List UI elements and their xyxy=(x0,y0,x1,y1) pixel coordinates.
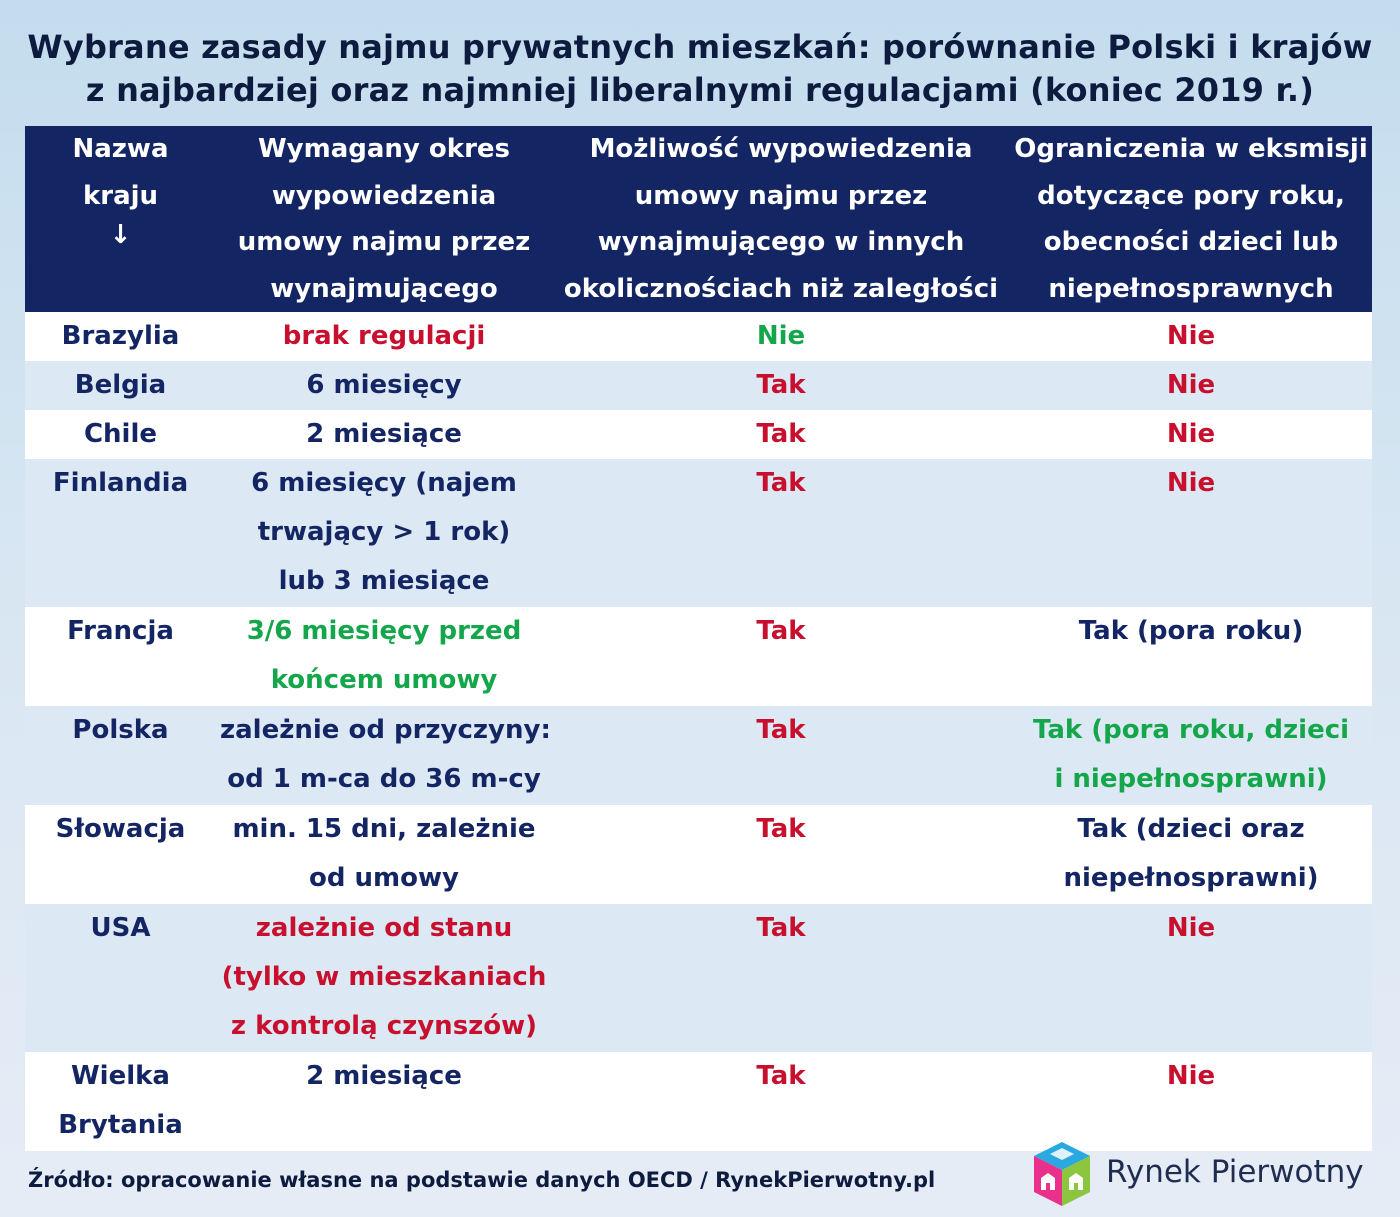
cell-country: Belgia xyxy=(25,361,216,410)
cell-other-termination: Tak xyxy=(552,805,1010,904)
source-note: Źródło: opracowanie własne na podstawie … xyxy=(28,1168,936,1192)
arrow-down-icon: ↓ xyxy=(109,220,132,250)
logo: Rynek Pierwotny xyxy=(1030,1140,1364,1210)
cell-notice-period: 6 miesięcy xyxy=(216,361,552,410)
header-country: Nazwa kraju ↓ xyxy=(25,126,216,312)
cell-other-termination: Tak xyxy=(552,607,1010,706)
cell-eviction-limits: Tak (dzieci oraz niepełnosprawni) xyxy=(1010,805,1372,904)
cell-other-termination: Tak xyxy=(552,904,1010,1052)
cell-notice-period: zależnie od stanu (tylko w mieszkaniach z … xyxy=(216,904,552,1052)
cell-other-termination: Tak xyxy=(552,459,1010,607)
cell-eviction-limits: Tak (pora roku) xyxy=(1010,607,1372,706)
cell-other-termination: Tak xyxy=(552,410,1010,459)
cube-house-icon xyxy=(1034,1142,1090,1206)
cell-country: USA xyxy=(25,904,216,1052)
table-row: Chile 2 miesiące Tak Nie xyxy=(25,410,1372,459)
cell-eviction-limits: Tak (pora roku, dzieci i niepełnosprawni) xyxy=(1010,706,1372,805)
cell-eviction-limits: Nie xyxy=(1010,312,1372,361)
page-title: Wybrane zasady najmu prywatnych mieszkań… xyxy=(0,26,1400,112)
cell-notice-period: brak regulacji xyxy=(216,312,552,361)
table-row: Francja 3/6 miesięcy przed końcem umowy Tak… xyxy=(25,607,1372,706)
header-notice-period: Wymagany okres wypowiedzenia umowy najmu… xyxy=(216,126,552,312)
cell-notice-period: 3/6 miesięcy przed końcem umowy xyxy=(216,607,552,706)
cell-country: Polska xyxy=(25,706,216,805)
cell-notice-period: 2 miesiące xyxy=(216,1052,552,1151)
title-line-2: z najbardziej oraz najmniej liberalnymi … xyxy=(85,71,1315,109)
table-row: Belgia 6 miesięcy Tak Nie xyxy=(25,361,1372,410)
cell-other-termination: Nie xyxy=(552,312,1010,361)
cell-eviction-limits: Nie xyxy=(1010,459,1372,607)
cell-country: Chile xyxy=(25,410,216,459)
cell-country: Finlandia xyxy=(25,459,216,607)
comparison-table: Nazwa kraju ↓ Wymagany okres wypowiedzen… xyxy=(25,126,1372,1151)
title-line-1: Wybrane zasady najmu prywatnych mieszkań… xyxy=(27,28,1373,66)
cell-notice-period: min. 15 dni, zależnie od umowy xyxy=(216,805,552,904)
cell-other-termination: Tak xyxy=(552,1052,1010,1151)
cell-eviction-limits: Nie xyxy=(1010,904,1372,1052)
cell-other-termination: Tak xyxy=(552,706,1010,805)
cell-eviction-limits: Nie xyxy=(1010,1052,1372,1151)
cell-notice-period: zależnie od przyczyny: od 1 m-ca do 36 m-… xyxy=(216,706,552,805)
cell-country: Francja xyxy=(25,607,216,706)
cell-country: Słowacja xyxy=(25,805,216,904)
cell-country: Brazylia xyxy=(25,312,216,361)
table-row: Finlandia 6 miesięcy (najem trwający > 1 r… xyxy=(25,459,1372,607)
cell-eviction-limits: Nie xyxy=(1010,410,1372,459)
cell-other-termination: Tak xyxy=(552,361,1010,410)
table-row: Brazylia brak regulacji Nie Nie xyxy=(25,312,1372,361)
header-other-termination: Możliwość wypowiedzenia umowy najmu prze… xyxy=(552,126,1010,312)
cell-eviction-limits: Nie xyxy=(1010,361,1372,410)
logo-text: Rynek Pierwotny xyxy=(1106,1154,1364,1190)
table-row: Wielka Brytania 2 miesiące Tak Nie xyxy=(25,1052,1372,1151)
table-header-row: Nazwa kraju ↓ Wymagany okres wypowiedzen… xyxy=(25,126,1372,312)
header-eviction-limits: Ograniczenia w eksmisji dotyczące pory r… xyxy=(1010,126,1372,312)
table-row: USA zależnie od stanu (tylko w mieszkaniac… xyxy=(25,904,1372,1052)
cell-notice-period: 2 miesiące xyxy=(216,410,552,459)
cell-notice-period: 6 miesięcy (najem trwający > 1 rok) lub 3 … xyxy=(216,459,552,607)
table-body: Brazylia brak regulacji Nie Nie Belgia 6 mies… xyxy=(25,312,1372,1151)
table-row: Polska zależnie od przyczyny: od 1 m-ca do… xyxy=(25,706,1372,805)
cell-country: Wielka Brytania xyxy=(25,1052,216,1151)
table-row: Słowacja min. 15 dni, zależnie od umowy Tak… xyxy=(25,805,1372,904)
